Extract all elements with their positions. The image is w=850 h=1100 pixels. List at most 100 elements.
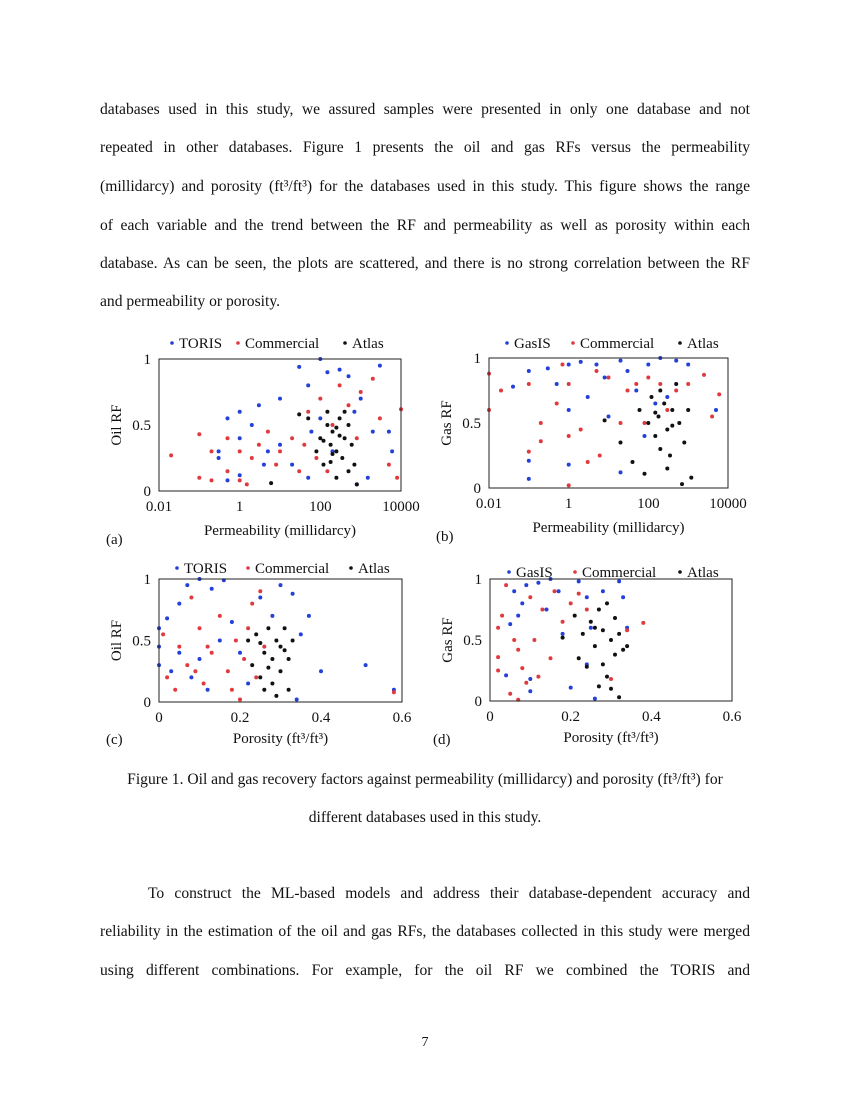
data-point-toris [377,363,382,368]
data-point-commercial [391,690,396,695]
data-point-commercial [189,595,194,600]
data-point-commercial [233,638,238,643]
data-point-gasis [674,358,679,363]
data-point-commercial [386,462,391,467]
data-point-commercial [508,691,513,696]
data-point-atlas [269,481,274,486]
data-point-atlas [282,648,287,653]
data-point-toris [306,613,311,618]
x-tick-label: 10000 [709,496,747,512]
x-tick-label: 0.6 [723,709,742,725]
plot-frame [158,578,403,703]
data-point-commercial [609,677,613,681]
data-point-commercial [560,362,565,367]
data-point-atlas [686,408,691,412]
x-tick-label: 0 [155,710,163,726]
body-text-line: To construct the ML-based models and add… [148,885,750,902]
legend-marker-commercial [571,341,575,345]
data-point-commercial [568,601,573,606]
data-point-gasis [606,414,611,419]
data-point-commercial [395,475,400,480]
data-point-commercial [225,469,230,474]
data-point-toris [290,462,295,467]
data-point-commercial [686,382,691,386]
y-tick-label: 0.5 [132,634,151,650]
x-tick-label: 1 [565,496,573,512]
y-tick-label: 1 [475,572,483,588]
data-point-toris [216,456,221,460]
data-point-commercial [702,372,706,377]
x-tick-label: 0.4 [312,710,331,726]
data-point-gasis [642,434,647,438]
data-point-gasis [556,589,561,594]
y-tick-label: 1 [144,572,152,588]
x-axis-label: Permeability (millidarcy) [204,523,356,539]
data-point-toris [237,409,242,414]
data-point-toris [390,449,395,454]
panel-label: (a) [106,532,123,548]
data-point-gasis [594,362,599,367]
data-point-gasis [566,462,571,467]
body-text-line: databases used in this study, we assured… [100,101,750,118]
data-point-atlas [286,657,291,661]
data-point-toris [238,650,242,655]
data-point-atlas [278,644,283,649]
data-point-commercial [237,478,242,483]
x-axis-label: Porosity (ft³/ft³) [563,730,658,746]
body-text-line: and permeability or porosity. [100,293,281,310]
data-point-commercial [540,607,545,612]
data-point-atlas [334,449,339,454]
data-point-commercial [197,432,202,437]
legend-label: TORIS [184,561,227,577]
legend-label: TORIS [179,336,222,352]
data-point-atlas [596,684,601,689]
legend-label: GasIS [514,336,551,352]
x-tick-label: 1 [236,499,244,515]
data-point-atlas [262,650,267,655]
data-point-atlas [653,410,658,415]
data-point-atlas [297,412,302,417]
data-point-gasis [618,358,623,363]
data-point-atlas [346,423,351,427]
data-point-gasis [617,579,622,584]
data-point-commercial [576,591,581,596]
data-point-commercial [346,403,351,408]
data-point-toris [237,436,242,441]
body-text-line: (millidarcy) and porosity (ft³/ft³) for … [100,178,750,195]
data-point-gasis [545,366,550,371]
data-point-commercial [161,632,166,637]
data-point-commercial [185,663,190,668]
data-point-atlas [642,471,647,476]
data-point-toris [370,429,375,434]
data-point-gasis [512,589,517,594]
data-point-commercial [209,449,214,454]
data-point-toris [306,383,311,388]
x-tick-label: 0 [486,709,494,725]
data-point-toris [165,616,170,621]
data-point-atlas [278,669,283,674]
data-point-toris [318,416,323,421]
data-point-commercial [225,436,230,441]
data-point-gasis [526,458,531,463]
panel-label: (b) [436,529,454,545]
data-point-commercial [641,620,646,625]
data-point-commercial [538,421,543,425]
data-point-gasis [508,622,513,627]
data-point-gasis [524,583,529,588]
plot-frame [489,578,733,702]
legend-marker-commercial [573,570,577,574]
page-number: 7 [421,1035,429,1050]
data-point-toris [363,663,368,668]
legend-label: Commercial [582,565,656,581]
data-point-commercial [193,669,198,674]
x-tick-label: 0.6 [393,710,412,726]
data-point-atlas [656,414,661,419]
data-point-gasis [665,395,670,399]
data-point-toris [216,449,221,454]
legend-marker-atlas [349,566,353,570]
legend-marker-gasis [507,570,511,574]
data-point-commercial [225,669,230,674]
data-point-atlas [262,687,267,692]
data-point-atlas [354,482,359,487]
